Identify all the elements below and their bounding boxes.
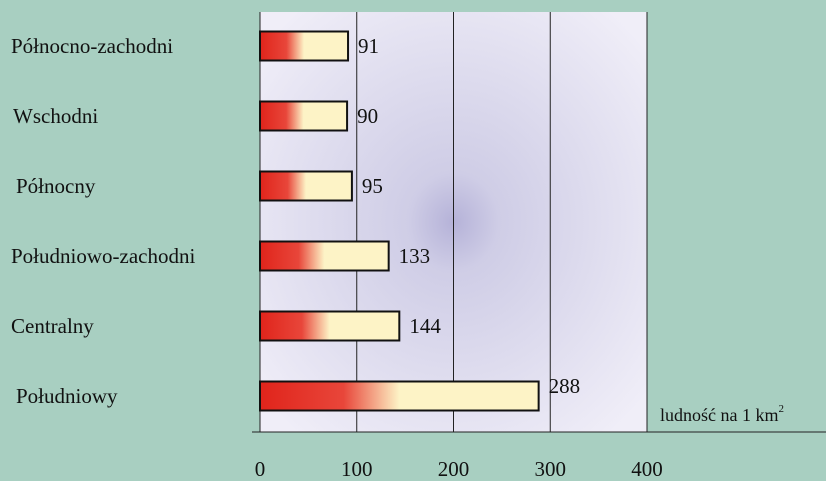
- category-label-1: Wschodni: [13, 104, 98, 128]
- x-tick-label-0: 0: [255, 457, 266, 481]
- bar-1: [259, 100, 349, 132]
- value-label-5: 288: [549, 374, 581, 398]
- x-tick-label-100: 100: [341, 457, 373, 481]
- bar-5: [259, 380, 540, 412]
- x-axis-unit-superscript: 2: [779, 403, 785, 415]
- bar-layer: [259, 30, 540, 412]
- x-axis-unit-text: ludność na 1 km: [660, 405, 779, 425]
- value-label-0: 91: [358, 34, 379, 58]
- label-layer: 0 100 200 300 400 Północno-zachodni 91 Wschodni…: [11, 34, 663, 481]
- x-axis-unit-label: ludność na 1 km2: [660, 403, 784, 425]
- category-label-4: Centralny: [11, 314, 94, 338]
- grid-layer: [252, 12, 826, 433]
- category-label-5: Południowy: [16, 384, 118, 408]
- value-label-4: 144: [409, 314, 441, 338]
- bar-4: [259, 310, 401, 342]
- x-tick-label-300: 300: [535, 457, 567, 481]
- value-label-3: 133: [399, 244, 431, 268]
- category-label-3: Południowo-zachodni: [11, 244, 195, 268]
- value-label-2: 95: [362, 174, 383, 198]
- bar-0: [259, 30, 350, 62]
- category-label-2: Północny: [16, 174, 96, 198]
- x-tick-label-200: 200: [438, 457, 470, 481]
- x-tick-label-400: 400: [631, 457, 663, 481]
- category-label-0: Północno-zachodni: [11, 34, 173, 58]
- value-label-1: 90: [357, 104, 378, 128]
- bar-2: [259, 170, 353, 202]
- bar-3: [259, 240, 390, 272]
